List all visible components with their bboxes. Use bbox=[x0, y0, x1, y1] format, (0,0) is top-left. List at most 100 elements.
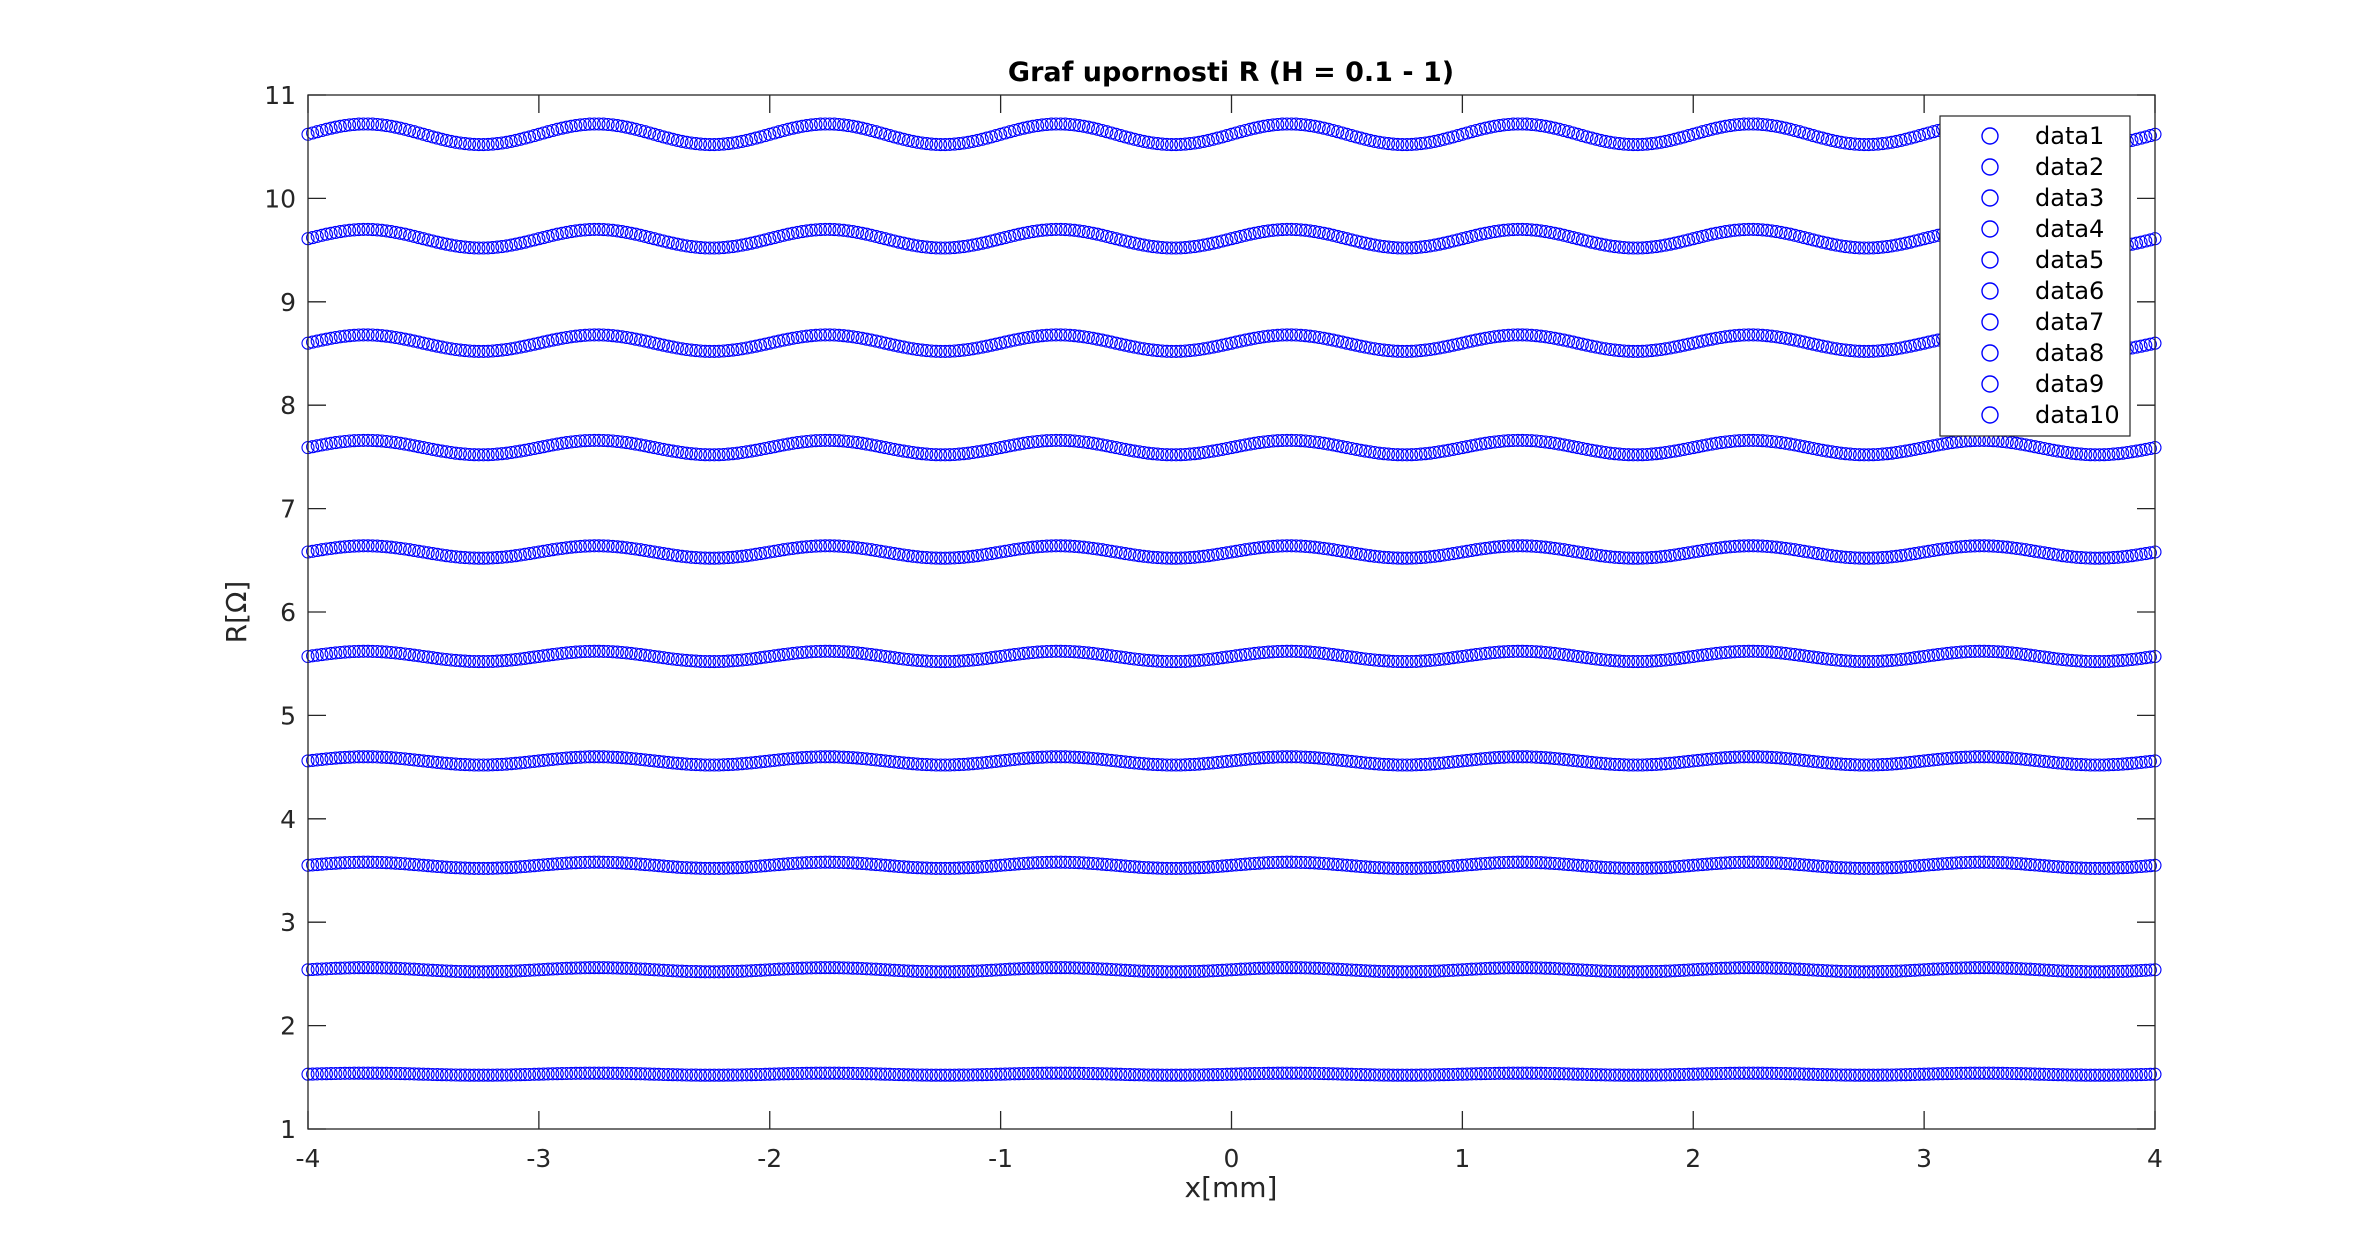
data-point bbox=[398, 962, 412, 976]
data-point bbox=[1405, 241, 1419, 255]
data-point bbox=[763, 545, 777, 559]
data-point bbox=[1451, 546, 1465, 560]
data-point bbox=[1825, 549, 1839, 563]
data-point bbox=[975, 652, 989, 666]
data-point bbox=[1109, 858, 1123, 872]
data-point bbox=[827, 1066, 841, 1080]
data-point bbox=[1308, 435, 1322, 449]
data-point bbox=[1501, 328, 1516, 342]
data-point bbox=[596, 223, 611, 237]
data-point bbox=[1543, 1066, 1557, 1081]
data-point bbox=[1192, 446, 1206, 460]
data-point bbox=[1566, 126, 1580, 140]
data-point bbox=[500, 757, 514, 771]
data-point bbox=[1695, 1067, 1710, 1081]
data-point bbox=[1843, 344, 1857, 358]
y-tick-label: 2 bbox=[280, 1012, 296, 1041]
data-point bbox=[1169, 138, 1183, 152]
data-point bbox=[703, 655, 717, 669]
data-point bbox=[310, 543, 324, 558]
data-point bbox=[1834, 861, 1848, 875]
data-point bbox=[2042, 755, 2056, 769]
data-point bbox=[1603, 861, 1617, 875]
data-point bbox=[633, 228, 648, 242]
data-point bbox=[753, 651, 768, 665]
data-point bbox=[1358, 860, 1372, 874]
data-point bbox=[1534, 645, 1548, 659]
data-point bbox=[1626, 965, 1640, 979]
data-point bbox=[1622, 137, 1636, 151]
data-point bbox=[1880, 654, 1894, 668]
data-point bbox=[1261, 224, 1275, 238]
data-point bbox=[850, 856, 865, 870]
data-point bbox=[1335, 649, 1349, 663]
data-point bbox=[1936, 647, 1950, 661]
data-point bbox=[1054, 750, 1068, 764]
legend-marker bbox=[1981, 313, 1999, 331]
data-point bbox=[934, 861, 948, 875]
data-point bbox=[1428, 653, 1442, 667]
data-point bbox=[1917, 1067, 1931, 1081]
data-point bbox=[966, 134, 980, 148]
data-point bbox=[458, 240, 472, 254]
data-point bbox=[910, 550, 925, 564]
data-point bbox=[1141, 964, 1155, 978]
data-point bbox=[970, 237, 985, 251]
data-point bbox=[841, 645, 855, 659]
data-point bbox=[1312, 751, 1326, 765]
data-point bbox=[384, 119, 398, 133]
data-point bbox=[412, 335, 426, 349]
data-point bbox=[892, 651, 906, 665]
data-point bbox=[2079, 551, 2093, 565]
data-point bbox=[1839, 343, 1853, 357]
data-point bbox=[1220, 754, 1234, 768]
data-point bbox=[504, 860, 518, 875]
data-point bbox=[1640, 447, 1654, 462]
data-point bbox=[837, 434, 851, 448]
data-point bbox=[1552, 752, 1566, 766]
data-point bbox=[629, 542, 643, 556]
data-point bbox=[804, 645, 818, 659]
data-point bbox=[1469, 1067, 1483, 1081]
data-point bbox=[1677, 547, 1691, 561]
data-point bbox=[472, 551, 486, 565]
data-point bbox=[1488, 225, 1502, 239]
data-point bbox=[527, 754, 541, 768]
data-point bbox=[1866, 965, 1880, 979]
data-point bbox=[1709, 226, 1723, 240]
data-point bbox=[656, 1067, 671, 1082]
data-point bbox=[1114, 441, 1128, 456]
data-point bbox=[2088, 965, 2102, 979]
data-point bbox=[1418, 447, 1432, 461]
data-point bbox=[1160, 241, 1174, 255]
data-point bbox=[883, 233, 897, 247]
data-point bbox=[2046, 651, 2060, 665]
data-point bbox=[1238, 123, 1252, 138]
data-point bbox=[740, 964, 754, 978]
data-point bbox=[1432, 445, 1446, 459]
data-point bbox=[1603, 964, 1617, 978]
data-point bbox=[1631, 965, 1645, 979]
data-point bbox=[1585, 859, 1599, 874]
data-point bbox=[2079, 1068, 2093, 1082]
data-point bbox=[901, 133, 915, 147]
data-point bbox=[306, 231, 320, 245]
data-point bbox=[1525, 117, 1539, 132]
data-point bbox=[527, 337, 541, 351]
data-point bbox=[1529, 118, 1543, 132]
data-point bbox=[1954, 1066, 1968, 1080]
data-point bbox=[1446, 130, 1460, 144]
data-point bbox=[1695, 543, 1710, 558]
data-point bbox=[777, 123, 791, 138]
data-point bbox=[1732, 223, 1746, 237]
data-point bbox=[1728, 329, 1742, 343]
data-point bbox=[523, 963, 537, 977]
data-point bbox=[1635, 137, 1650, 151]
data-point bbox=[1215, 547, 1229, 561]
data-point bbox=[869, 543, 883, 558]
data-point bbox=[1899, 860, 1913, 874]
data-point bbox=[1095, 438, 1109, 452]
data-point bbox=[2083, 1068, 2097, 1082]
data-point bbox=[596, 855, 611, 869]
data-point bbox=[1534, 540, 1548, 554]
